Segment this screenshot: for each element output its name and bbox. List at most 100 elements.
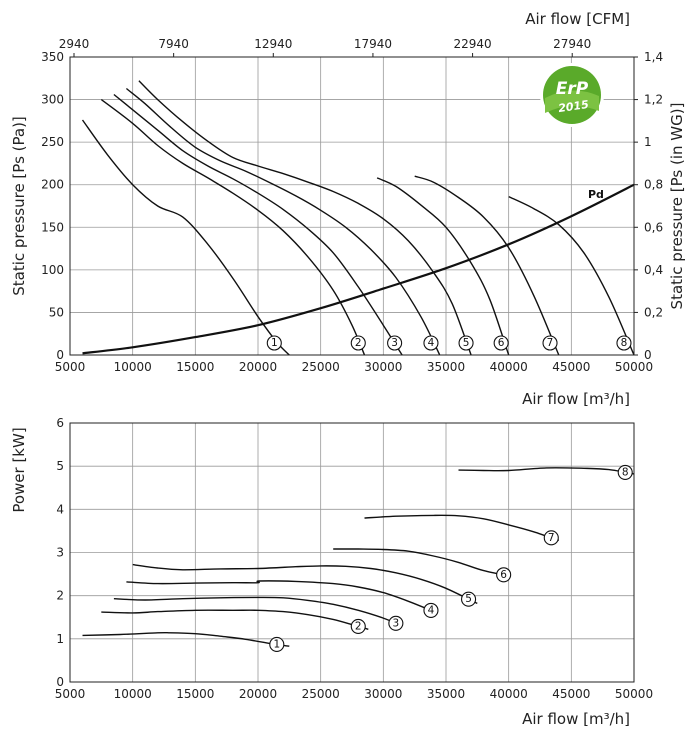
x-tick-label: 10000: [114, 360, 152, 374]
x-tick-label: 50000: [615, 360, 653, 374]
curve-marker-7: 7: [542, 335, 558, 351]
curve-marker-circle: [350, 618, 366, 634]
curve-marker-5: 5: [458, 335, 474, 351]
x-tick-label: 15000: [176, 687, 214, 701]
y-tick-label: 350: [41, 50, 64, 64]
y-tick-label: 3: [56, 546, 64, 560]
curve-marker-label: 3: [393, 617, 400, 629]
fan-curve-2: [100, 99, 366, 356]
x-tick-label: 50000: [615, 687, 653, 701]
x-tick-label: 20000: [239, 687, 277, 701]
x-tick-label: 35000: [427, 687, 465, 701]
x-tick-label: 10000: [114, 687, 152, 701]
x-tick-label: 20000: [239, 360, 277, 374]
top-x2-tick-label: 7940: [158, 37, 189, 51]
fan-curve-6: [376, 177, 510, 356]
y-tick-label: 200: [41, 178, 64, 192]
bottom-chart-power-curves: [82, 467, 635, 647]
curve-marker-8: 8: [616, 335, 632, 351]
curve-marker-label: 4: [428, 604, 435, 616]
top-chart-pd-curve: [82, 183, 635, 355]
right-y2-tick-label: 0,8: [644, 178, 663, 192]
top-chart-curve-markers: 1 2 3 4 5 6 7 8: [266, 335, 632, 351]
curve-marker-circle: [617, 464, 633, 480]
curve-marker-circle: [269, 636, 285, 652]
top-x-axis-title: Air flow [m³/h]: [522, 390, 630, 408]
top-x2-axis-title: Air flow [CFM]: [525, 10, 630, 28]
curve-marker-label: 5: [463, 337, 470, 349]
curve-marker-circle: [387, 335, 403, 351]
top-chart-frame: [69, 56, 635, 356]
y-tick-label: 250: [41, 135, 64, 149]
curve-marker-3: 3: [388, 615, 404, 631]
curve-marker-circle: [461, 591, 477, 607]
curve-marker-label: 5: [465, 593, 472, 605]
fan-curve-8: [508, 195, 635, 356]
x-tick-label: 45000: [552, 687, 590, 701]
y-tick-label: 300: [41, 93, 64, 107]
y-tick-label: 6: [56, 416, 64, 430]
curve-marker-label: 7: [548, 532, 555, 544]
right-y2-tick-label: 0,6: [644, 220, 663, 234]
fan-curve-4: [125, 87, 441, 356]
curve-marker-label: 8: [621, 337, 628, 349]
y-tick-label: 1: [56, 632, 64, 646]
fan-curve-8: [458, 467, 635, 475]
fan-curve-5: [132, 563, 478, 605]
top-x2-tick-label: 12940: [254, 37, 292, 51]
curve-marker-circle: [493, 335, 509, 351]
y-tick-label: 5: [56, 459, 64, 473]
curve-marker-circle: [423, 335, 439, 351]
erp-2015-badge: ErP 2015: [540, 63, 604, 127]
fan-curve-7: [364, 514, 560, 542]
fan-curve-1: [81, 119, 290, 356]
bottom-chart-frame: [69, 422, 635, 683]
fan-curve-7: [414, 175, 560, 356]
fan-curve-4: [126, 580, 438, 614]
pd-curve-label: Pd: [588, 188, 604, 201]
fan-curve-3: [113, 93, 403, 356]
curve-marker-label: 2: [355, 620, 362, 632]
curve-marker-circle: [423, 602, 439, 618]
right-y2-tick-label: 1: [644, 135, 652, 149]
right-y2-tick-label: 0,4: [644, 263, 663, 277]
x-tick-label: 15000: [176, 360, 214, 374]
curve-marker-label: 2: [355, 337, 362, 349]
curve-marker-label: 3: [391, 337, 398, 349]
curve-marker-circle: [543, 530, 559, 546]
top-x2-tick-label: 27940: [553, 37, 591, 51]
curve-marker-4: 4: [423, 602, 439, 618]
erp-badge-year: 2015: [557, 98, 589, 115]
curve-marker-label: 1: [271, 337, 278, 349]
erp-badge-band: [545, 90, 599, 113]
x-tick-label: 40000: [490, 360, 528, 374]
curve-marker-label: 6: [500, 569, 507, 581]
curve-marker-label: 7: [547, 337, 554, 349]
right-y2-tick-label: 0: [644, 348, 652, 362]
pd-curve: [82, 183, 635, 355]
curve-marker-8: 8: [617, 464, 633, 480]
curve-marker-circle: [542, 335, 558, 351]
fan-curve-2: [101, 609, 369, 630]
curve-marker-4: 4: [423, 335, 439, 351]
curve-marker-circle: [496, 567, 512, 583]
curve-marker-2: 2: [350, 618, 366, 634]
top-x2-tick-label: 22940: [453, 37, 491, 51]
top-chart-grid: [70, 57, 634, 355]
x-tick-label: 5000: [55, 360, 86, 374]
y-tick-label: 50: [49, 305, 64, 319]
fan-curve-6: [333, 548, 509, 577]
bottom-y-axis-title: Power [kW]: [10, 427, 28, 512]
x-tick-label: 30000: [364, 360, 402, 374]
right-y2-tick-label: 1,4: [644, 50, 663, 64]
curve-marker-1: 1: [266, 335, 282, 351]
bottom-chart-tick-labels: 5000 10000 15000 20000 25000 30000 35000 40000 4…: [55, 416, 653, 701]
bottom-chart-curve-markers: 1 2 3 4 5 6 7 8: [269, 464, 633, 652]
y-tick-label: 0: [56, 348, 64, 362]
curve-marker-label: 4: [428, 337, 435, 349]
x-tick-label: 30000: [364, 687, 402, 701]
y-tick-label: 4: [56, 502, 64, 516]
x-tick-label: 40000: [490, 687, 528, 701]
curve-marker-6: 6: [496, 567, 512, 583]
